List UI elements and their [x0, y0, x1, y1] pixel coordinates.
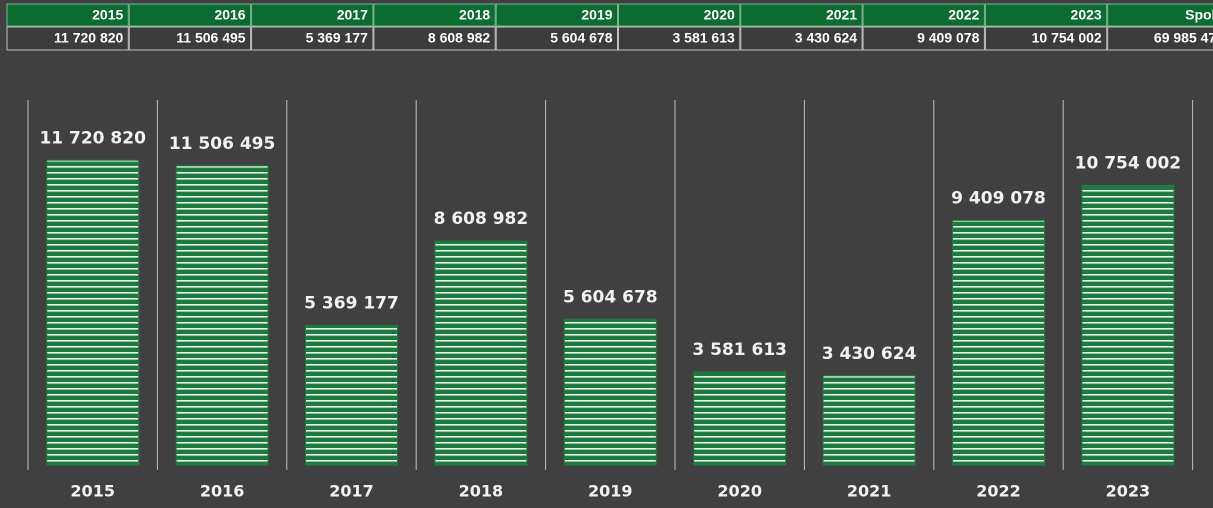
- value-text: 5 369 177: [306, 30, 368, 46]
- value-cell: [618, 26, 741, 51]
- header-cell: [6, 3, 129, 27]
- x-tick-label: 2023: [1106, 482, 1151, 501]
- value-text: 8 608 982: [428, 30, 490, 46]
- header-text: 2023: [1071, 7, 1102, 23]
- value-text: 11 506 495: [176, 30, 246, 46]
- value-text: 3 430 624: [795, 30, 857, 46]
- x-tick-label: 2022: [976, 482, 1021, 501]
- data-label: 10 754 002: [1075, 153, 1181, 173]
- bar: [693, 371, 787, 466]
- header-cell: [251, 3, 374, 27]
- bar: [305, 324, 398, 466]
- header-cell: [740, 3, 863, 27]
- header-text: 2019: [581, 7, 612, 23]
- data-label: 9 409 078: [951, 188, 1046, 208]
- value-cell: [1107, 26, 1213, 51]
- data-label: 11 720 820: [39, 128, 146, 148]
- header-text: 2020: [704, 7, 735, 23]
- header-cell: [373, 3, 496, 27]
- value-cell: [862, 26, 985, 51]
- value-cell: [6, 26, 129, 51]
- data-label: 3 581 613: [692, 340, 787, 360]
- value-text: 3 581 613: [673, 30, 735, 46]
- header-cell: [495, 3, 619, 27]
- x-tick-label: 2017: [329, 482, 374, 501]
- header-cell: [128, 3, 252, 27]
- header-text: Spolu: [1185, 7, 1213, 23]
- data-label: 5 604 678: [563, 287, 658, 307]
- x-tick-label: 2020: [717, 482, 762, 501]
- bar: [175, 165, 269, 466]
- value-text: 11 720 820: [54, 30, 124, 46]
- bar: [434, 240, 528, 466]
- value-text: 9 409 078: [917, 30, 979, 46]
- header-text: 2018: [459, 7, 490, 23]
- header-text: 2017: [337, 7, 368, 23]
- value-cell: [740, 26, 863, 51]
- x-tick-label: 2016: [200, 482, 245, 501]
- header-cell: [862, 3, 985, 27]
- value-cell: [984, 26, 1108, 51]
- value-cell: [495, 26, 619, 51]
- bar: [952, 219, 1045, 466]
- header-text: 2022: [948, 7, 979, 23]
- x-tick-label: 2021: [847, 482, 892, 501]
- header-cell: [984, 3, 1108, 27]
- header-text: 2021: [826, 7, 857, 23]
- value-text: 10 754 002: [1032, 30, 1102, 46]
- bar: [563, 318, 657, 466]
- x-tick-label: 2019: [588, 482, 633, 501]
- data-label: 3 430 624: [822, 344, 917, 364]
- bar: [822, 375, 916, 466]
- header-cell: [618, 3, 741, 27]
- data-label: 8 608 982: [434, 209, 529, 229]
- value-cell: [373, 26, 496, 51]
- data-label: 5 369 177: [304, 293, 399, 313]
- value-cell: [251, 26, 374, 51]
- value-cell: [128, 26, 252, 51]
- bar: [46, 159, 140, 466]
- x-tick-label: 2015: [70, 482, 115, 501]
- header-cell: [1107, 3, 1213, 27]
- data-label: 11 506 495: [169, 134, 275, 154]
- x-tick-label: 2018: [459, 482, 504, 501]
- header-text: 2015: [92, 7, 123, 23]
- value-text: 69 985 470: [1154, 30, 1213, 46]
- bar: [1081, 184, 1175, 466]
- header-text: 2016: [214, 7, 245, 23]
- value-text: 5 604 678: [550, 30, 612, 46]
